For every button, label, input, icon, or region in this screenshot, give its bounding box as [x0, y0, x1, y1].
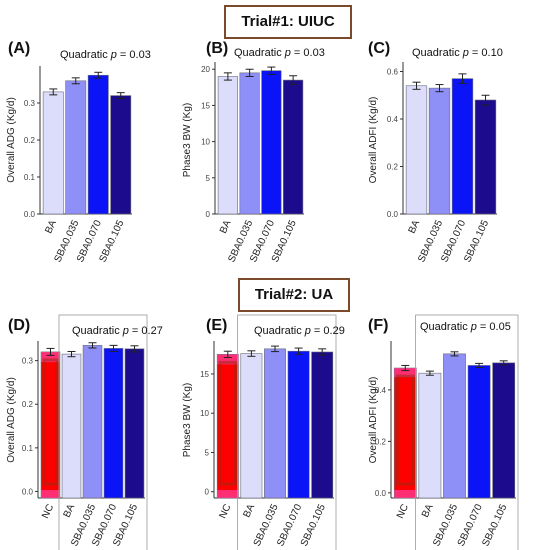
bar-a-sba0070	[87, 74, 109, 215]
bar-e-ba	[240, 353, 263, 499]
bar-d-sba0070	[103, 348, 124, 499]
nc-inner-outline	[42, 358, 59, 486]
y-tick-label: 5	[205, 448, 210, 457]
y-tick-label: 0.4	[387, 115, 399, 124]
y-axis-label: Overall ADG (Kg/d)	[6, 97, 17, 183]
bar-b-sba0070	[261, 70, 282, 215]
quadratic-annotation: Quadratic p = 0.05	[420, 321, 511, 333]
trial2-title: Trial#2: UA	[238, 278, 350, 312]
bar-e-sba0035	[264, 348, 286, 499]
quadratic-annotation: Quadratic p = 0.27	[72, 325, 163, 337]
x-tick-label: BA	[420, 502, 436, 519]
panel-label: (D)	[8, 317, 30, 334]
x-tick-label: NC	[40, 503, 56, 521]
comparison-frame	[58, 314, 148, 550]
y-axis-label: Phase3 BW (Kg)	[182, 103, 193, 177]
bar-e-sba0105	[311, 351, 334, 499]
y-tick-label: 0.0	[387, 210, 399, 219]
bar-f-sba0070	[467, 365, 491, 499]
nc-inner-outline	[218, 360, 237, 486]
x-tick-label: BA	[43, 218, 59, 235]
quadratic-annotation: Quadratic p = 0.03	[60, 49, 151, 61]
y-tick-label: 0.0	[22, 487, 34, 496]
y-tick-label: 0.0	[375, 489, 387, 498]
y-axis-label: Overall ADFI (Kg/d)	[368, 377, 379, 464]
y-tick-label: 0.6	[387, 68, 399, 77]
y-axis-label: Overall ADG (Kg/d)	[6, 377, 17, 463]
panel-label: (F)	[368, 317, 388, 334]
y-tick-label: 0.2	[24, 136, 36, 145]
comparison-frame	[237, 314, 337, 550]
y-tick-label: 10	[201, 138, 210, 147]
x-tick-label: BA	[242, 502, 258, 519]
bar-c-sba0070	[451, 78, 474, 215]
quadratic-annotation: Quadratic p = 0.29	[254, 325, 345, 337]
x-tick-label: SBA0.105	[480, 502, 509, 548]
bar-a-ba	[42, 91, 64, 215]
bar-f-ba	[418, 372, 442, 499]
bar-b-ba	[217, 76, 238, 215]
nc-bottom-band	[394, 490, 417, 498]
y-tick-label: 0.2	[387, 163, 399, 172]
bar-f-sba0035	[443, 353, 466, 499]
y-tick-label: 0.1	[24, 173, 36, 182]
trial1-title: Trial#1: UIUC	[224, 5, 352, 39]
bar-c-sba0035	[428, 87, 451, 215]
x-tick-label: BA	[62, 502, 78, 519]
panel-label: (C)	[368, 40, 390, 57]
nc-top-band	[394, 368, 417, 378]
bar-e-sba0070	[287, 350, 310, 499]
nc-bottom-band	[217, 490, 239, 498]
bar-d-sba0105	[124, 348, 145, 499]
x-tick-label: BA	[407, 218, 423, 235]
nc-top-band	[217, 354, 239, 365]
nc-bottom-band	[41, 490, 60, 498]
y-tick-label: 0.3	[24, 99, 36, 108]
bar-c-ba	[405, 85, 428, 215]
y-tick-label: 0.2	[375, 437, 387, 446]
bar-a-sba0035	[65, 80, 87, 215]
comparison-frame	[415, 314, 519, 550]
bar-d-ba	[61, 353, 82, 499]
y-tick-label: 0	[205, 488, 210, 497]
x-tick-label: BA	[218, 218, 234, 235]
y-tick-label: 0.1	[22, 444, 34, 453]
panel-label: (B)	[206, 40, 228, 57]
y-tick-label: 0.2	[22, 400, 34, 409]
y-tick-label: 0	[206, 210, 211, 219]
nc-inner-outline	[395, 374, 415, 486]
quadratic-annotation: Quadratic p = 0.10	[412, 47, 503, 59]
bar-d-sba0035	[82, 345, 103, 499]
panel-label: (E)	[206, 317, 227, 334]
y-tick-label: 0.4	[375, 386, 387, 395]
bar-f-sba0105	[492, 362, 516, 499]
bar-c-sba0105	[474, 99, 497, 215]
y-tick-label: 5	[206, 174, 211, 183]
y-tick-label: 10	[200, 409, 209, 418]
bar-b-sba0035	[239, 72, 260, 215]
y-axis-label: Overall ADFI (Kg/d)	[368, 97, 379, 184]
y-tick-label: 15	[200, 370, 209, 379]
y-tick-label: 15	[201, 101, 210, 110]
y-tick-label: 0.3	[22, 357, 34, 366]
quadratic-annotation: Quadratic p = 0.03	[234, 47, 325, 59]
bar-b-sba0105	[283, 79, 304, 215]
nc-top-band	[41, 351, 60, 363]
y-axis-label: Phase3 BW (Kg)	[182, 383, 193, 457]
x-tick-label: NC	[395, 503, 411, 521]
y-tick-label: 0.0	[24, 210, 36, 219]
panel-label: (A)	[8, 40, 30, 57]
x-tick-label: NC	[217, 503, 233, 521]
bar-a-sba0105	[110, 95, 132, 215]
y-tick-label: 20	[201, 65, 210, 74]
